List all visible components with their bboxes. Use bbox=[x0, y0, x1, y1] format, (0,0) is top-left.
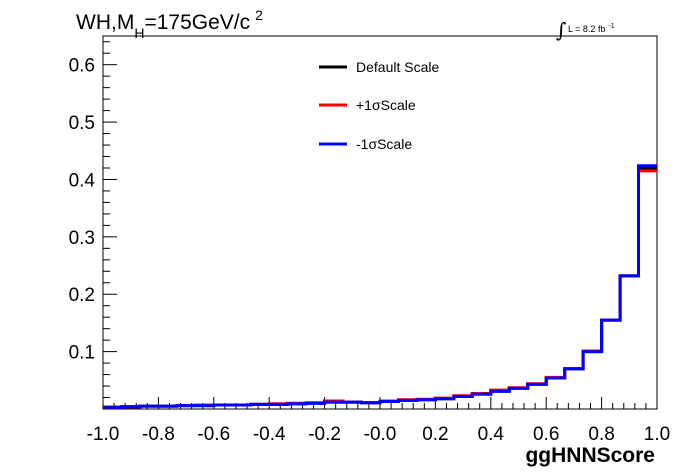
x-tick-label: 0.2 bbox=[422, 424, 448, 445]
x-tick-label: -1.0 bbox=[87, 424, 120, 445]
title-superscript: 2 bbox=[255, 7, 263, 23]
chart-title: WH,MH=175GeV/c 2 bbox=[76, 7, 263, 41]
title-main: WH,M bbox=[76, 11, 134, 34]
x-tick-label: -0.2 bbox=[308, 424, 341, 445]
y-tick-label: 0.5 bbox=[69, 113, 95, 134]
y-tick-label: 0.3 bbox=[69, 228, 95, 249]
series-line bbox=[103, 166, 657, 409]
svg-text:WH,MH=175GeV/c2: WH,MH=175GeV/c 2 bbox=[76, 7, 263, 41]
luminosity-label: ∫ L = 8.2 fb -1 bbox=[556, 18, 615, 42]
y-axis-ticks: 0.1 0.2 0.3 0.4 0.5 0.6 bbox=[69, 41, 117, 399]
plot-frame bbox=[102, 35, 658, 410]
x-tick-label: 0.4 bbox=[478, 424, 505, 445]
legend-label: -1σScale bbox=[356, 136, 412, 152]
x-tick-label: 0.6 bbox=[533, 424, 559, 445]
y-tick-label: 0.2 bbox=[69, 285, 95, 306]
title-rest: =175GeV/c bbox=[144, 11, 250, 34]
x-tick-label: 1.0 bbox=[644, 424, 670, 445]
y-tick-label: 0.1 bbox=[69, 343, 95, 364]
legend: Default Scale +1σScale -1σScale bbox=[319, 59, 439, 152]
luminosity-superscript: -1 bbox=[608, 23, 614, 30]
x-tick-label: -0.0 bbox=[364, 424, 397, 445]
title-subscript: H bbox=[134, 25, 144, 41]
integral-symbol: ∫ bbox=[556, 18, 566, 42]
legend-label: Default Scale bbox=[356, 59, 439, 75]
x-tick-label: -0.4 bbox=[253, 424, 286, 445]
series-line bbox=[103, 169, 657, 409]
luminosity-text: L = 8.2 fb bbox=[568, 24, 605, 34]
legend-label: +1σScale bbox=[356, 97, 416, 113]
x-axis-title: ggHNNScore bbox=[525, 444, 655, 467]
series-layer bbox=[103, 164, 657, 409]
x-tick-label: -0.8 bbox=[142, 424, 175, 445]
y-tick-label: 0.4 bbox=[69, 170, 96, 191]
svg-text:L = 8.2 fb-1: L = 8.2 fb -1 bbox=[568, 23, 615, 34]
x-axis-ticks: -1.0 -0.8 -0.6 -0.4 -0.2 -0.0 0.2 0.4 0.6 0.8 1.0 bbox=[87, 397, 670, 445]
y-tick-label: 0.6 bbox=[69, 56, 95, 77]
x-tick-label: -0.6 bbox=[197, 424, 230, 445]
x-tick-label: 0.8 bbox=[588, 424, 614, 445]
series-line bbox=[103, 164, 657, 409]
